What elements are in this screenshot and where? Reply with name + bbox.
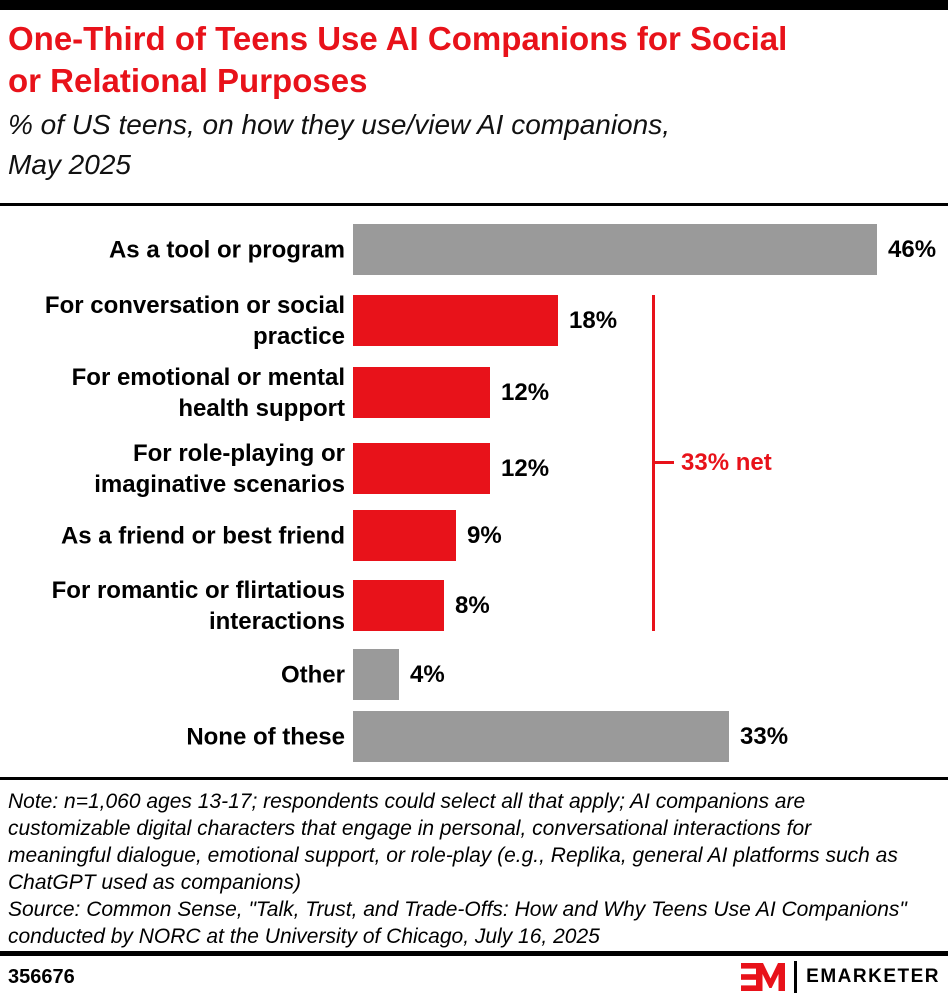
bar-value: 9% xyxy=(467,521,502,549)
source-text: Source: Common Sense, "Talk, Trust, and … xyxy=(8,898,907,948)
bar xyxy=(353,580,444,631)
note-text: Note: n=1,060 ages 13-17; respondents co… xyxy=(8,790,898,894)
footer-divider xyxy=(0,951,948,956)
bar xyxy=(353,367,490,418)
emarketer-monogram-icon xyxy=(741,963,786,991)
top-black-bar xyxy=(0,0,948,10)
bar xyxy=(353,711,729,762)
bar-value: 8% xyxy=(455,591,490,619)
bar-value: 18% xyxy=(569,306,618,334)
bar-label: For romantic or flirtatious interactions xyxy=(51,576,345,635)
bar xyxy=(353,510,456,561)
bar-label: As a tool or program xyxy=(108,236,345,263)
bar xyxy=(353,443,490,494)
bar xyxy=(353,224,877,275)
bar-value: 4% xyxy=(410,660,445,688)
bar-label: For role-playing or imaginative scenario… xyxy=(94,439,345,498)
bar-value: 12% xyxy=(501,454,550,482)
chart-subtitle: % of US teens, on how they use/view AI c… xyxy=(8,109,670,180)
bar-value: 46% xyxy=(888,235,937,263)
chart-id: 356676 xyxy=(8,966,75,988)
bar xyxy=(353,295,558,346)
brand-name: EMARKETER xyxy=(806,966,940,987)
bar-label: For emotional or mental health support xyxy=(71,363,345,422)
bar-label: As a friend or best friend xyxy=(60,522,345,549)
note-divider xyxy=(0,777,948,780)
brand-divider xyxy=(794,961,798,993)
bar-value: 12% xyxy=(501,378,550,406)
bar-label: Other xyxy=(280,661,345,688)
net-bracket-tick xyxy=(652,461,674,464)
bar-label: None of these xyxy=(186,723,345,750)
bar xyxy=(353,649,399,700)
bar-value: 33% xyxy=(740,722,789,750)
brand-logo: EMARKETER xyxy=(741,958,940,996)
note-block: Note: n=1,060 ages 13-17; respondents co… xyxy=(8,788,918,950)
chart-title: One-Third of Teens Use AI Companions for… xyxy=(8,20,788,99)
net-annotation: 33% net xyxy=(681,449,772,476)
bar-label: For conversation or social practice xyxy=(44,291,345,350)
header-divider xyxy=(0,203,948,206)
